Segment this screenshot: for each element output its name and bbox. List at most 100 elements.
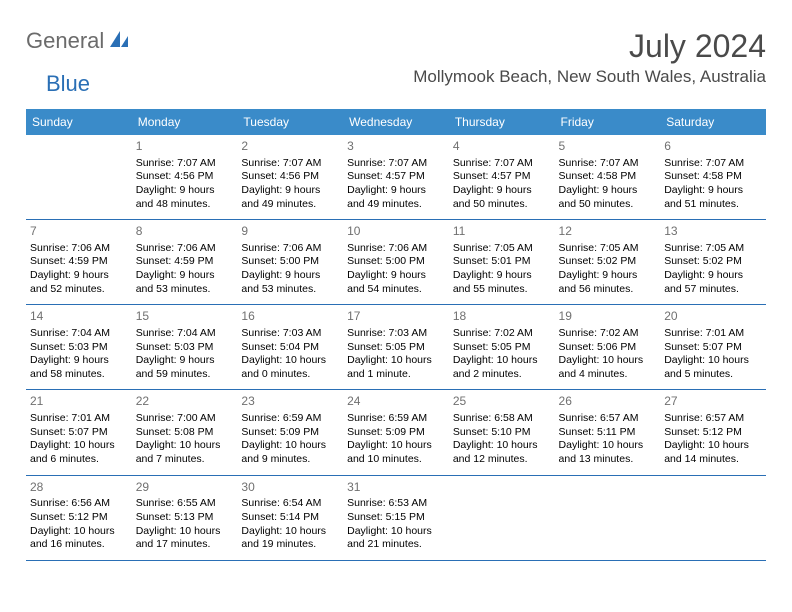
daylight-line: Daylight: 9 hours and 58 minutes.	[30, 354, 128, 381]
day-number: 1	[136, 139, 234, 155]
day-number: 13	[664, 224, 762, 240]
calendar-cell: 16Sunrise: 7:03 AMSunset: 5:04 PMDayligh…	[237, 305, 343, 390]
calendar-cell: 23Sunrise: 6:59 AMSunset: 5:09 PMDayligh…	[237, 390, 343, 475]
daylight-line: Daylight: 10 hours and 17 minutes.	[136, 525, 234, 552]
sunrise-line: Sunrise: 7:07 AM	[241, 157, 339, 171]
title-block: July 2024 Mollymook Beach, New South Wal…	[413, 28, 766, 87]
sunrise-line: Sunrise: 7:03 AM	[241, 327, 339, 341]
sunrise-line: Sunrise: 7:06 AM	[241, 242, 339, 256]
day-number: 4	[453, 139, 551, 155]
sunrise-line: Sunrise: 6:56 AM	[30, 497, 128, 511]
daylight-line: Daylight: 10 hours and 10 minutes.	[347, 439, 445, 466]
calendar-cell	[26, 135, 132, 220]
sunrise-line: Sunrise: 7:04 AM	[30, 327, 128, 341]
calendar-cell: 30Sunrise: 6:54 AMSunset: 5:14 PMDayligh…	[237, 475, 343, 560]
sunrise-line: Sunrise: 7:03 AM	[347, 327, 445, 341]
calendar-row: 7Sunrise: 7:06 AMSunset: 4:59 PMDaylight…	[26, 220, 766, 305]
sunset-line: Sunset: 5:15 PM	[347, 511, 445, 525]
logo: General	[26, 28, 132, 54]
sunset-line: Sunset: 5:01 PM	[453, 255, 551, 269]
calendar-cell: 25Sunrise: 6:58 AMSunset: 5:10 PMDayligh…	[449, 390, 555, 475]
calendar-cell	[449, 475, 555, 560]
calendar-cell: 4Sunrise: 7:07 AMSunset: 4:57 PMDaylight…	[449, 135, 555, 220]
day-number: 2	[241, 139, 339, 155]
day-number: 29	[136, 480, 234, 496]
day-number: 27	[664, 394, 762, 410]
calendar-cell: 12Sunrise: 7:05 AMSunset: 5:02 PMDayligh…	[555, 220, 661, 305]
calendar-cell: 29Sunrise: 6:55 AMSunset: 5:13 PMDayligh…	[132, 475, 238, 560]
daylight-line: Daylight: 9 hours and 54 minutes.	[347, 269, 445, 296]
sunset-line: Sunset: 4:57 PM	[347, 170, 445, 184]
day-number: 10	[347, 224, 445, 240]
calendar-cell: 28Sunrise: 6:56 AMSunset: 5:12 PMDayligh…	[26, 475, 132, 560]
day-number: 20	[664, 309, 762, 325]
day-number: 17	[347, 309, 445, 325]
sunrise-line: Sunrise: 7:02 AM	[453, 327, 551, 341]
sunset-line: Sunset: 5:12 PM	[664, 426, 762, 440]
daylight-line: Daylight: 10 hours and 0 minutes.	[241, 354, 339, 381]
sunrise-line: Sunrise: 7:06 AM	[136, 242, 234, 256]
day-header: Tuesday	[237, 109, 343, 135]
day-number: 22	[136, 394, 234, 410]
calendar-cell: 10Sunrise: 7:06 AMSunset: 5:00 PMDayligh…	[343, 220, 449, 305]
sunrise-line: Sunrise: 7:07 AM	[559, 157, 657, 171]
calendar-cell: 31Sunrise: 6:53 AMSunset: 5:15 PMDayligh…	[343, 475, 449, 560]
sunrise-line: Sunrise: 6:54 AM	[241, 497, 339, 511]
calendar-cell: 3Sunrise: 7:07 AMSunset: 4:57 PMDaylight…	[343, 135, 449, 220]
sunrise-line: Sunrise: 6:53 AM	[347, 497, 445, 511]
sunset-line: Sunset: 4:59 PM	[30, 255, 128, 269]
sunset-line: Sunset: 5:07 PM	[664, 341, 762, 355]
daylight-line: Daylight: 9 hours and 49 minutes.	[347, 184, 445, 211]
day-number: 5	[559, 139, 657, 155]
calendar-cell: 1Sunrise: 7:07 AMSunset: 4:56 PMDaylight…	[132, 135, 238, 220]
calendar-cell: 27Sunrise: 6:57 AMSunset: 5:12 PMDayligh…	[660, 390, 766, 475]
daylight-line: Daylight: 10 hours and 21 minutes.	[347, 525, 445, 552]
sunrise-line: Sunrise: 7:05 AM	[453, 242, 551, 256]
sunset-line: Sunset: 5:09 PM	[347, 426, 445, 440]
calendar-cell: 21Sunrise: 7:01 AMSunset: 5:07 PMDayligh…	[26, 390, 132, 475]
daylight-line: Daylight: 9 hours and 56 minutes.	[559, 269, 657, 296]
daylight-line: Daylight: 10 hours and 6 minutes.	[30, 439, 128, 466]
day-number: 15	[136, 309, 234, 325]
daylight-line: Daylight: 10 hours and 5 minutes.	[664, 354, 762, 381]
sunrise-line: Sunrise: 7:06 AM	[347, 242, 445, 256]
daylight-line: Daylight: 10 hours and 19 minutes.	[241, 525, 339, 552]
day-number: 26	[559, 394, 657, 410]
sunset-line: Sunset: 5:00 PM	[241, 255, 339, 269]
calendar-cell: 20Sunrise: 7:01 AMSunset: 5:07 PMDayligh…	[660, 305, 766, 390]
sunset-line: Sunset: 4:59 PM	[136, 255, 234, 269]
sunset-line: Sunset: 5:03 PM	[136, 341, 234, 355]
logo-sail-icon	[108, 29, 130, 54]
calendar-cell: 26Sunrise: 6:57 AMSunset: 5:11 PMDayligh…	[555, 390, 661, 475]
daylight-line: Daylight: 9 hours and 50 minutes.	[453, 184, 551, 211]
calendar-head: SundayMondayTuesdayWednesdayThursdayFrid…	[26, 109, 766, 135]
day-header: Wednesday	[343, 109, 449, 135]
daylight-line: Daylight: 10 hours and 12 minutes.	[453, 439, 551, 466]
sunset-line: Sunset: 5:07 PM	[30, 426, 128, 440]
logo-text-general: General	[26, 28, 104, 54]
sunset-line: Sunset: 5:12 PM	[30, 511, 128, 525]
sunset-line: Sunset: 5:13 PM	[136, 511, 234, 525]
daylight-line: Daylight: 10 hours and 9 minutes.	[241, 439, 339, 466]
sunrise-line: Sunrise: 6:59 AM	[241, 412, 339, 426]
calendar-cell: 6Sunrise: 7:07 AMSunset: 4:58 PMDaylight…	[660, 135, 766, 220]
sunset-line: Sunset: 5:11 PM	[559, 426, 657, 440]
sunset-line: Sunset: 5:05 PM	[347, 341, 445, 355]
sunrise-line: Sunrise: 7:04 AM	[136, 327, 234, 341]
sunset-line: Sunset: 5:06 PM	[559, 341, 657, 355]
calendar-row: 14Sunrise: 7:04 AMSunset: 5:03 PMDayligh…	[26, 305, 766, 390]
sunset-line: Sunset: 5:05 PM	[453, 341, 551, 355]
sunset-line: Sunset: 5:14 PM	[241, 511, 339, 525]
day-number: 9	[241, 224, 339, 240]
daylight-line: Daylight: 10 hours and 14 minutes.	[664, 439, 762, 466]
sunrise-line: Sunrise: 7:07 AM	[347, 157, 445, 171]
sunrise-line: Sunrise: 7:00 AM	[136, 412, 234, 426]
calendar-row: 1 Sunrise: 7:07 AM Sunset: 4:56 PM Daylight…	[26, 135, 766, 220]
day-number: 16	[241, 309, 339, 325]
daylight-line: Daylight: 10 hours and 4 minutes.	[559, 354, 657, 381]
day-number: 18	[453, 309, 551, 325]
calendar-cell: 22Sunrise: 7:00 AMSunset: 5:08 PMDayligh…	[132, 390, 238, 475]
sunset-line: Sunset: 5:02 PM	[559, 255, 657, 269]
daylight-line: Daylight: 10 hours and 7 minutes.	[136, 439, 234, 466]
sunset-line: Sunset: 4:56 PM	[136, 170, 234, 184]
